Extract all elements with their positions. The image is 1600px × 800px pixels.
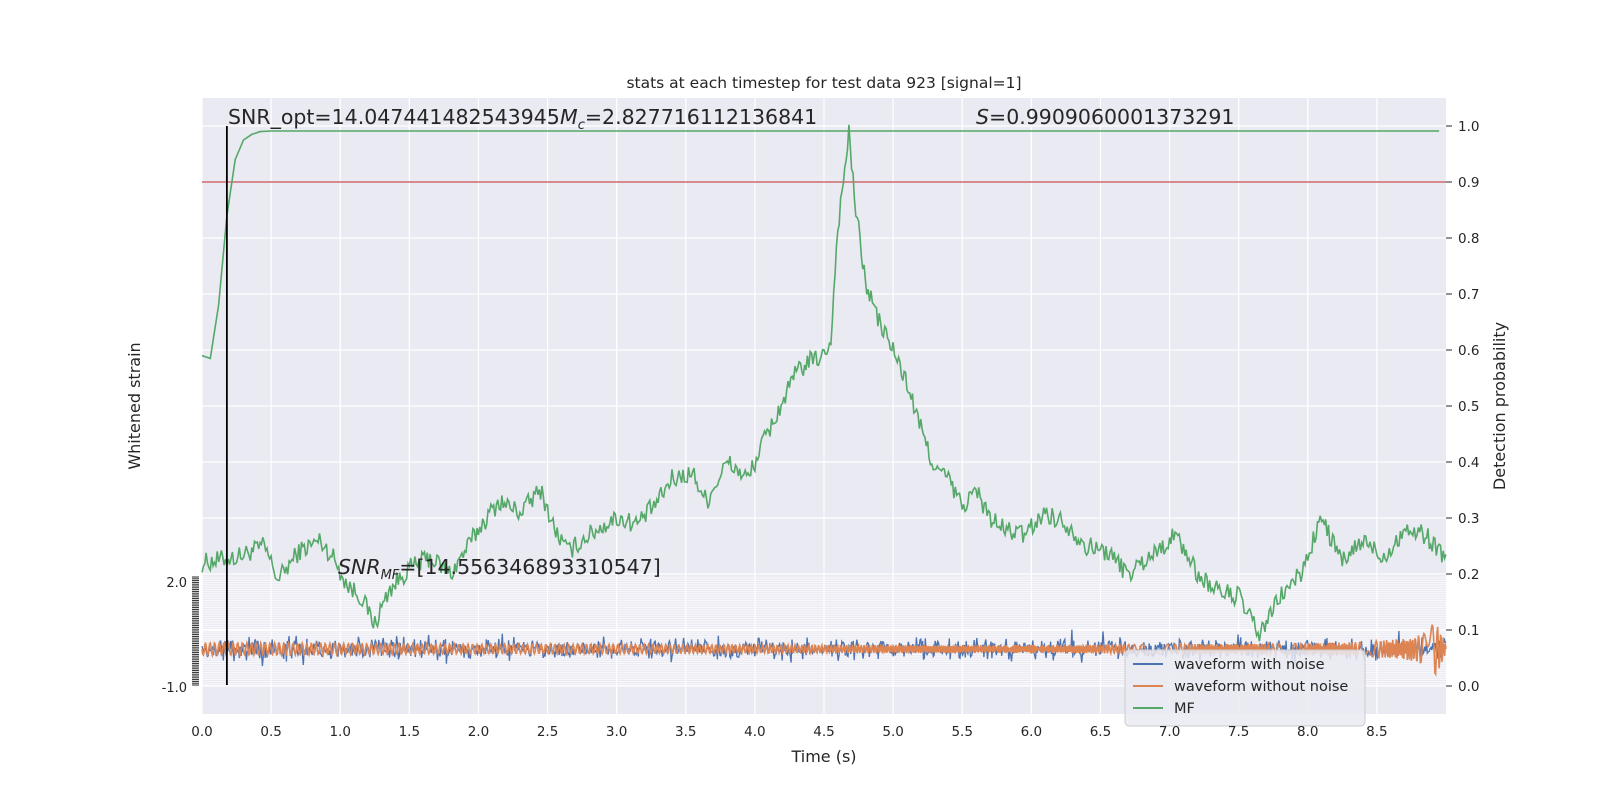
x-tick-label: 5.5	[951, 724, 972, 740]
mc-annotation: Mc=2.827716112136841	[560, 105, 817, 133]
snr-opt-annotation: SNR_opt=14.047441482543945	[228, 105, 560, 130]
x-tick-label: 8.0	[1297, 724, 1318, 740]
y-right-tick-label: 0.9	[1458, 175, 1479, 191]
x-tick-label: 2.0	[468, 724, 489, 740]
y-right-tick-label: 0.4	[1458, 455, 1479, 471]
y-right-tick-label: 0.6	[1458, 343, 1479, 359]
x-tick-label: 2.5	[537, 724, 558, 740]
y-left-top-tick-label: 2.0	[166, 576, 187, 591]
legend-label-clean: waveform without noise	[1174, 679, 1348, 695]
x-axis-label: Time (s)	[790, 747, 856, 766]
y-left-bottom-tick-label: -1.0	[162, 681, 187, 696]
y-right-tick-label: 0.0	[1458, 679, 1479, 695]
y-right-tick-label: 0.5	[1458, 399, 1479, 415]
y-right-tick-label: 0.8	[1458, 231, 1479, 247]
x-tick-label: 0.5	[260, 724, 281, 740]
x-tick-label: 6.0	[1021, 724, 1042, 740]
legend-label-noise: waveform with noise	[1174, 657, 1325, 673]
plot-content	[201, 124, 1447, 685]
chart-title: stats at each timestep for test data 923…	[626, 74, 1021, 92]
x-tick-label: 1.0	[329, 724, 350, 740]
x-tick-label: 7.0	[1159, 724, 1180, 740]
y-right-tick-label: 0.2	[1458, 567, 1479, 583]
legend-box	[1124, 649, 1366, 727]
legend: waveform with noise waveform without noi…	[1124, 649, 1366, 727]
s-annotation: S=0.9909060001373291	[976, 105, 1234, 129]
series-detection-statistic	[201, 124, 1447, 642]
series-mf	[201, 130, 1440, 360]
y-right-tick-label: 0.7	[1458, 287, 1479, 303]
snr-mf-annotation: SNRMF=[14.556346893310547]	[338, 555, 661, 583]
x-tick-label: 7.5	[1228, 724, 1249, 740]
x-tick-label: 5.0	[882, 724, 903, 740]
x-tick-label: 3.5	[675, 724, 696, 740]
y-right-tick-label: 1.0	[1458, 119, 1479, 135]
y-right-tick-label: 0.1	[1458, 623, 1479, 639]
x-tick-label: 8.5	[1366, 724, 1387, 740]
y-right-tick-label: 0.3	[1458, 511, 1479, 527]
x-tick-label: 0.0	[191, 724, 212, 740]
x-tick-label: 3.0	[606, 724, 627, 740]
y-axis-label-left: Whitened strain	[125, 342, 144, 469]
x-tick-label: 6.5	[1090, 724, 1111, 740]
legend-label-mf: MF	[1174, 701, 1195, 717]
left-axis-ticks	[192, 576, 199, 686]
y-axis-label-right: Detection probability	[1490, 322, 1509, 490]
x-tick-label: 4.0	[744, 724, 765, 740]
x-tick-label: 1.5	[399, 724, 420, 740]
x-tick-label: 4.5	[813, 724, 834, 740]
